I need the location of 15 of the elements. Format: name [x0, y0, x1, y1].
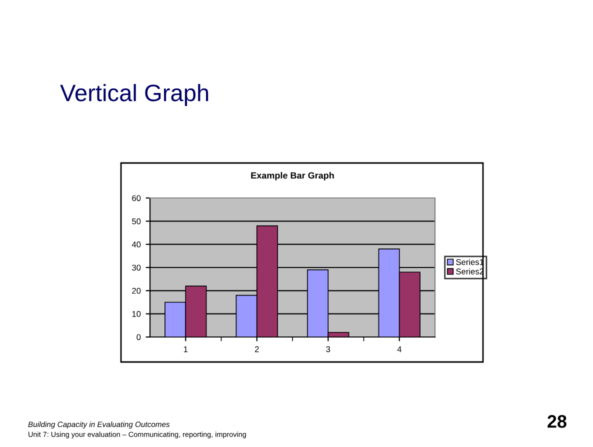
y-tick-label: 40: [132, 242, 141, 248]
text: 28: [548, 415, 566, 428]
y-tick-label: 0: [136, 334, 141, 340]
chart-title: Example Bar Graph: [251, 172, 334, 180]
y-tick-label: 60: [132, 195, 141, 202]
y-tick-label: 10: [132, 311, 141, 317]
y-tick-label: 30: [132, 264, 141, 271]
text: Vertical Graph: [60, 84, 208, 106]
y-tick-label: 20: [132, 288, 141, 294]
y-tick-label: 50: [132, 218, 141, 224]
x-tick-label: 2: [254, 346, 259, 352]
x-tick-label: 3: [326, 346, 330, 352]
x-tick-label: 4: [397, 346, 402, 352]
x-tick-label: 1: [184, 346, 188, 352]
legend-label: Series1: [456, 258, 484, 266]
